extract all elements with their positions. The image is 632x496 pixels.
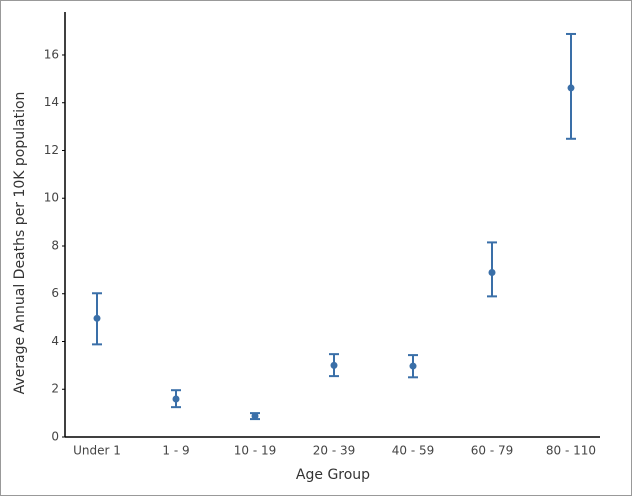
x-tick-label: Under 1 [73, 444, 121, 458]
point [93, 314, 101, 322]
point [567, 84, 575, 92]
x-tick-label: 40 - 59 [392, 444, 435, 458]
y-tick-label: 10 [44, 191, 59, 205]
y-tick-label: 14 [44, 95, 59, 109]
point [488, 268, 496, 276]
point [251, 412, 259, 420]
y-tick-label: 6 [51, 286, 59, 300]
y-tick-label: 4 [51, 334, 59, 348]
y-axis-title: Average Annual Deaths per 10K population [12, 92, 28, 395]
y-tick-label: 8 [51, 238, 59, 252]
y-tick-label: 12 [44, 143, 59, 157]
y-tick-label: 2 [51, 382, 59, 396]
y-tick-label: 0 [51, 430, 59, 444]
y-tick-label: 16 [44, 47, 59, 61]
x-tick-label: 80 - 110 [546, 444, 596, 458]
x-axis-title: Age Group [296, 467, 370, 483]
x-tick-label: 60 - 79 [471, 444, 514, 458]
x-tick-label: 1 - 9 [162, 444, 189, 458]
x-tick-label: 10 - 19 [234, 444, 277, 458]
x-tick-label: 20 - 39 [313, 444, 356, 458]
point [330, 361, 338, 369]
point [172, 395, 180, 403]
point [409, 362, 417, 370]
